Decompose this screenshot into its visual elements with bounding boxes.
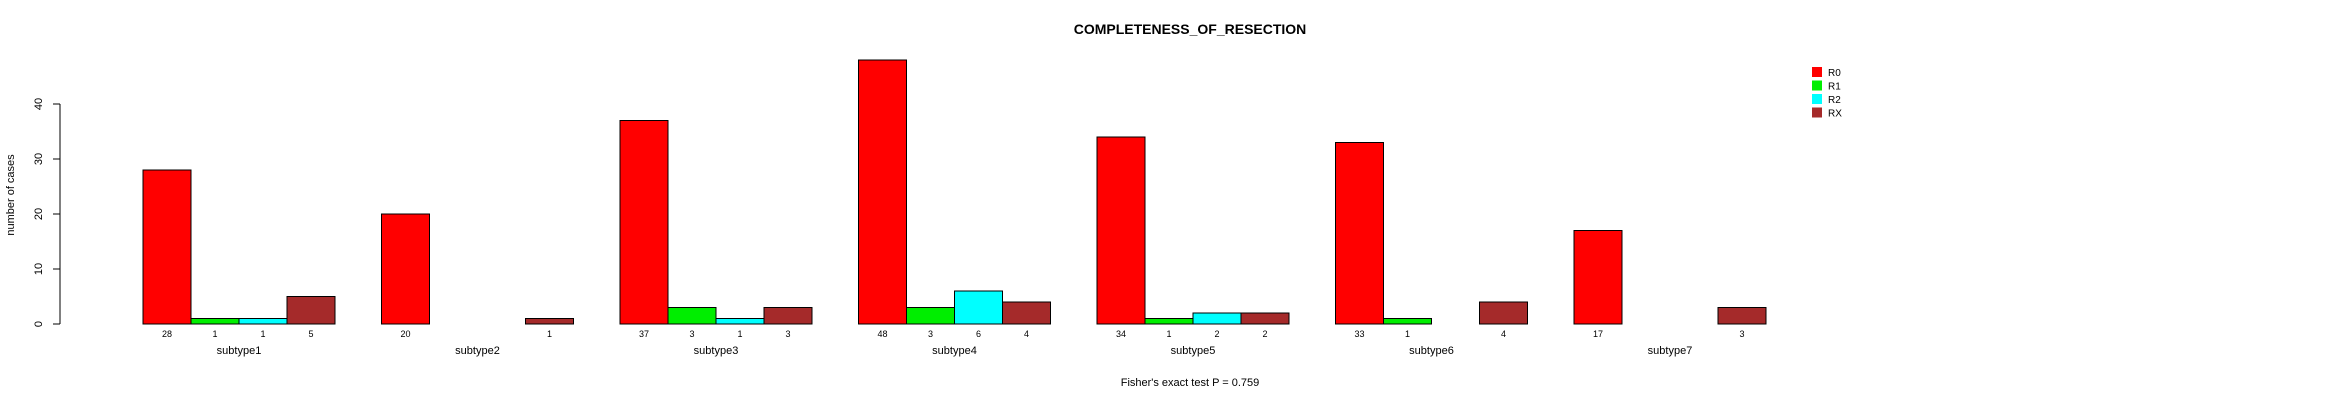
fisher-test-footnote: Fisher's exact test P = 0.759: [1121, 377, 1260, 389]
y-axis: 0 10 20 30 40: [33, 98, 61, 327]
bar-subtype5-R2: [1192, 312, 1242, 325]
category-label: subtype3: [694, 345, 739, 357]
y-tick-label: 30: [33, 153, 45, 165]
y-tick-label: 40: [33, 98, 45, 110]
bar-subtype4-R2: [954, 290, 1003, 325]
legend-swatch-R0: [1812, 67, 1822, 77]
chart-title: COMPLETENESS_OF_RESECTION: [1074, 21, 1307, 37]
bar-subtype7-RX: [1717, 307, 1767, 325]
bar-group-subtype6: 33 1 4 subtype6: [1335, 142, 1528, 357]
legend: R0 R1 R2 RX: [1812, 67, 1842, 120]
bar-value-label: 34: [1116, 329, 1126, 339]
bar-subtype4-RX: [1002, 301, 1051, 325]
bar-value-label: 1: [260, 329, 265, 339]
bar-value-label: 37: [639, 329, 649, 339]
bar-subtype5-R1: [1144, 318, 1194, 325]
bar-value-label: 17: [1593, 329, 1603, 339]
bar-subtype3-R0: [619, 120, 669, 325]
y-tick-label: 10: [33, 263, 45, 275]
bar-value-label: 1: [212, 329, 217, 339]
bar-value-label: 6: [976, 329, 981, 339]
bar-value-label: 1: [1166, 329, 1171, 339]
bar-value-label: 4: [1024, 329, 1029, 339]
bar-value-label: 3: [785, 329, 790, 339]
bar-subtype3-R1: [667, 307, 717, 325]
bar-value-label: 4: [1501, 329, 1506, 339]
legend-swatch-R2: [1812, 94, 1822, 104]
y-tick-label: 0: [33, 321, 45, 327]
bar-subtype4-R0: [858, 59, 907, 325]
legend-label-R1: R1: [1828, 82, 1841, 93]
y-axis-label: number of cases: [5, 154, 17, 236]
category-label: subtype5: [1171, 345, 1216, 357]
y-tick-label: 20: [33, 208, 45, 220]
bar-value-label: 33: [1354, 329, 1364, 339]
bar-value-label: 5: [308, 329, 313, 339]
bar-value-label: 2: [1214, 329, 1219, 339]
legend-label-R0: R0: [1828, 68, 1841, 79]
bar-value-label: 20: [400, 329, 410, 339]
bar-group-subtype5: 34 1 2 2 subtype5: [1096, 136, 1290, 357]
bar-value-label: 3: [689, 329, 694, 339]
bar-subtype2-R0: [381, 213, 430, 325]
bar-subtype5-RX: [1240, 312, 1290, 325]
bar-group-subtype4: 48 3 6 4 subtype4: [858, 59, 1051, 357]
category-label: subtype6: [1409, 345, 1454, 357]
bar-subtype3-R2: [715, 318, 765, 325]
bar-value-label: 1: [737, 329, 742, 339]
bar-subtype5-R0: [1096, 136, 1146, 325]
bar-subtype1-R1: [190, 318, 240, 325]
bar-group-subtype7: 17 3 subtype7: [1573, 230, 1767, 357]
bar-group-subtype1: 28 1 1 5 subtype1: [142, 169, 336, 357]
bar-value-label: 2: [1262, 329, 1267, 339]
bar-value-label: 3: [1739, 329, 1744, 339]
bar-subtype6-R1: [1383, 318, 1432, 325]
bar-value-label: 1: [1405, 329, 1410, 339]
bar-value-label: 28: [162, 329, 172, 339]
bar-value-label: 48: [877, 329, 887, 339]
legend-label-RX: RX: [1828, 109, 1842, 120]
bar-subtype6-RX: [1479, 301, 1528, 325]
bar-subtype1-R0: [142, 169, 192, 325]
bar-subtype3-RX: [763, 307, 813, 325]
bar-subtype1-R2: [238, 318, 288, 325]
bar-subtype4-R1: [906, 307, 955, 325]
bar-subtype1-RX: [286, 296, 336, 325]
bar-subtype6-R0: [1335, 142, 1384, 325]
category-label: subtype4: [932, 345, 977, 357]
bar-subtype7-R0: [1573, 230, 1623, 325]
category-label: subtype1: [217, 345, 262, 357]
legend-swatch-R1: [1812, 80, 1822, 91]
legend-label-R2: R2: [1828, 95, 1841, 106]
bar-group-subtype2: 20 1 subtype2: [381, 213, 574, 357]
bar-subtype2-RX: [525, 318, 574, 325]
legend-swatch-RX: [1812, 107, 1822, 118]
bar-value-label: 1: [547, 329, 552, 339]
bar-value-label: 3: [928, 329, 933, 339]
category-label: subtype2: [455, 345, 500, 357]
category-label: subtype7: [1648, 345, 1693, 357]
